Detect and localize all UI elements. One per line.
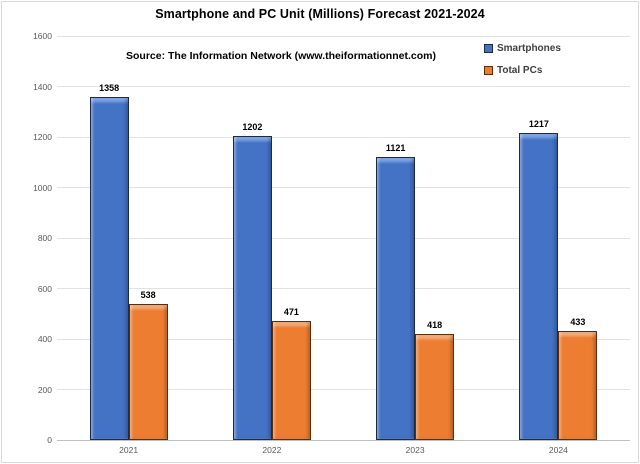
legend-label: Smartphones xyxy=(497,43,561,54)
legend-item: Total PCs xyxy=(484,64,561,77)
x-tick-label: 2021 xyxy=(119,445,139,455)
gridline xyxy=(57,35,630,37)
y-tick-label: 1200 xyxy=(33,132,52,142)
bar-total-pcs xyxy=(558,330,598,440)
source-note: Source: The Information Network (www.the… xyxy=(126,50,436,62)
gridline xyxy=(57,389,630,390)
value-label: 418 xyxy=(427,320,443,331)
x-tick-label: 2022 xyxy=(262,445,282,455)
x-axis-line xyxy=(57,440,630,441)
y-tick-label: 1400 xyxy=(33,81,52,92)
value-label: 471 xyxy=(283,307,299,318)
chart-title: Smartphone and PC Unit (Millions) Foreca… xyxy=(155,7,485,21)
gridline xyxy=(57,187,630,188)
y-tick-label: 0 xyxy=(47,435,52,445)
value-label: 1217 xyxy=(528,118,549,129)
legend-item: Smartphones xyxy=(484,42,561,55)
value-label: 1358 xyxy=(99,83,120,94)
gridline xyxy=(57,338,630,340)
y-tick-label: 600 xyxy=(37,283,52,294)
bar-total-pcs xyxy=(128,304,168,440)
bar-smartphones xyxy=(519,132,559,440)
value-label: 1202 xyxy=(242,122,263,133)
y-tick-label: 1000 xyxy=(33,182,52,193)
bar-total-pcs xyxy=(271,321,311,440)
value-label: 433 xyxy=(570,316,586,327)
legend-swatch-icon xyxy=(484,66,493,75)
gridline xyxy=(57,136,630,138)
legend: Smartphones Total PCs xyxy=(484,42,561,86)
y-tick-label: 800 xyxy=(37,233,52,243)
gridline xyxy=(57,288,630,289)
legend-label: Total PCs xyxy=(497,65,543,76)
y-tick-label: 400 xyxy=(37,334,52,344)
value-label: 1121 xyxy=(385,142,406,153)
x-tick-label: 2023 xyxy=(405,445,425,455)
x-tick-label: 2024 xyxy=(548,445,568,455)
bar-smartphones xyxy=(232,136,272,440)
y-tick-label: 200 xyxy=(37,384,52,395)
bar-total-pcs xyxy=(415,334,455,440)
value-label: 538 xyxy=(140,290,156,301)
y-tick-label: 1600 xyxy=(33,31,52,41)
bar-smartphones xyxy=(376,156,416,440)
bar-smartphones xyxy=(89,97,129,440)
gridline xyxy=(57,86,630,87)
gridline xyxy=(57,237,630,239)
legend-swatch-icon xyxy=(484,44,493,53)
